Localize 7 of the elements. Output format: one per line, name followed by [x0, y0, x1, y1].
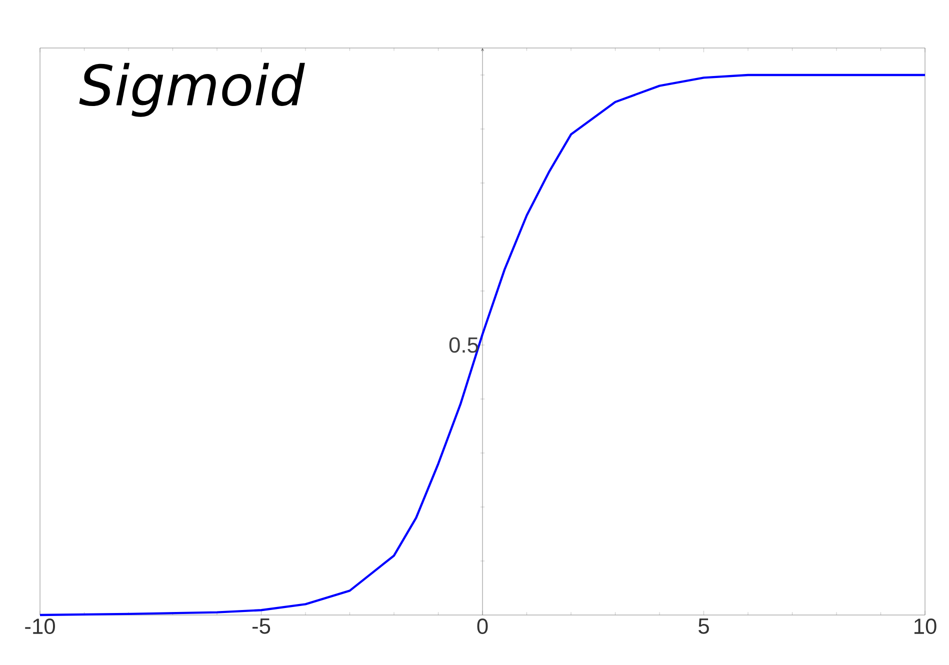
- x-tick-label: -5: [252, 618, 270, 634]
- chart-title: Sigmoid: [79, 62, 305, 117]
- annotation: 0.5: [449, 337, 478, 353]
- x-tick-label: 0: [477, 618, 488, 634]
- x-tick-label: 5: [698, 618, 709, 634]
- x-tick-label: 10: [914, 618, 936, 634]
- x-tick-label: -10: [25, 618, 55, 634]
